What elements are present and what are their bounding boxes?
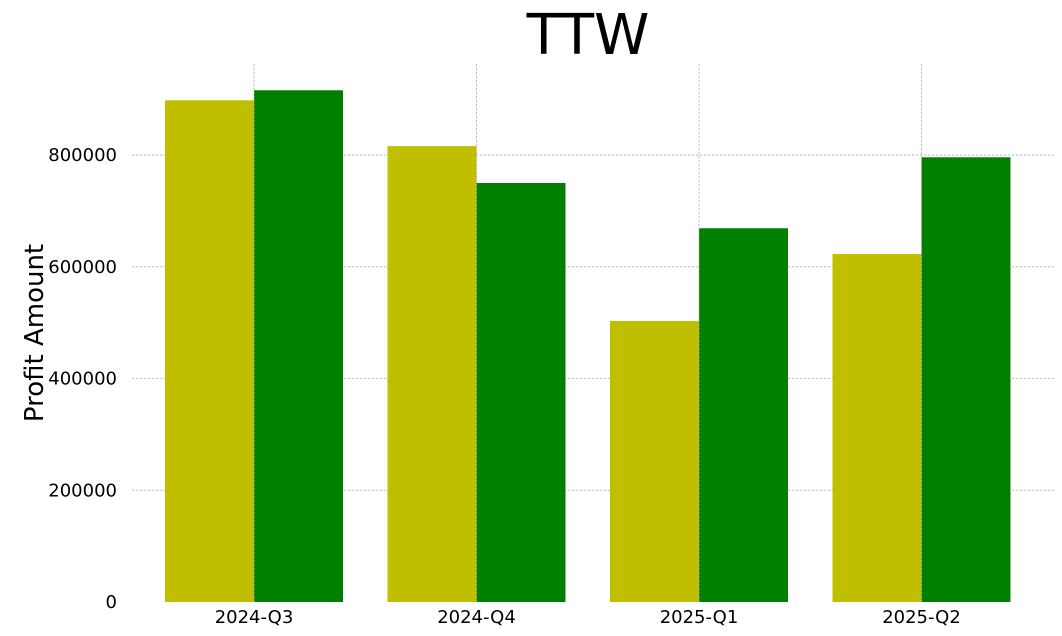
x-tick-label: 2024-Q4 (437, 607, 516, 628)
y-axis-ticks: 0 200000 400000 600000 800000 (48, 145, 117, 613)
y-tick-label: 600000 (48, 257, 117, 278)
x-tick-label: 2025-Q1 (660, 607, 739, 628)
bar (387, 146, 477, 602)
bar (921, 157, 1011, 602)
x-tick-label: 2024-Q3 (215, 607, 294, 628)
bar (476, 182, 566, 602)
bar (832, 253, 922, 603)
y-axis-label: Profit Amount (20, 244, 50, 422)
y-tick-label: 400000 (48, 369, 117, 390)
bar (699, 228, 788, 603)
x-tick-label: 2025-Q2 (882, 607, 961, 628)
bar (610, 320, 699, 602)
y-tick-label: 0 (106, 592, 117, 613)
chart-title: TTW (526, 3, 650, 68)
x-axis-ticks: 2024-Q3 2024-Q4 2025-Q1 2025-Q2 (215, 607, 961, 628)
bar (165, 100, 254, 603)
bars (165, 64, 1011, 603)
y-tick-label: 200000 (48, 480, 117, 501)
bar (254, 90, 343, 602)
y-tick-label: 800000 (48, 145, 117, 166)
